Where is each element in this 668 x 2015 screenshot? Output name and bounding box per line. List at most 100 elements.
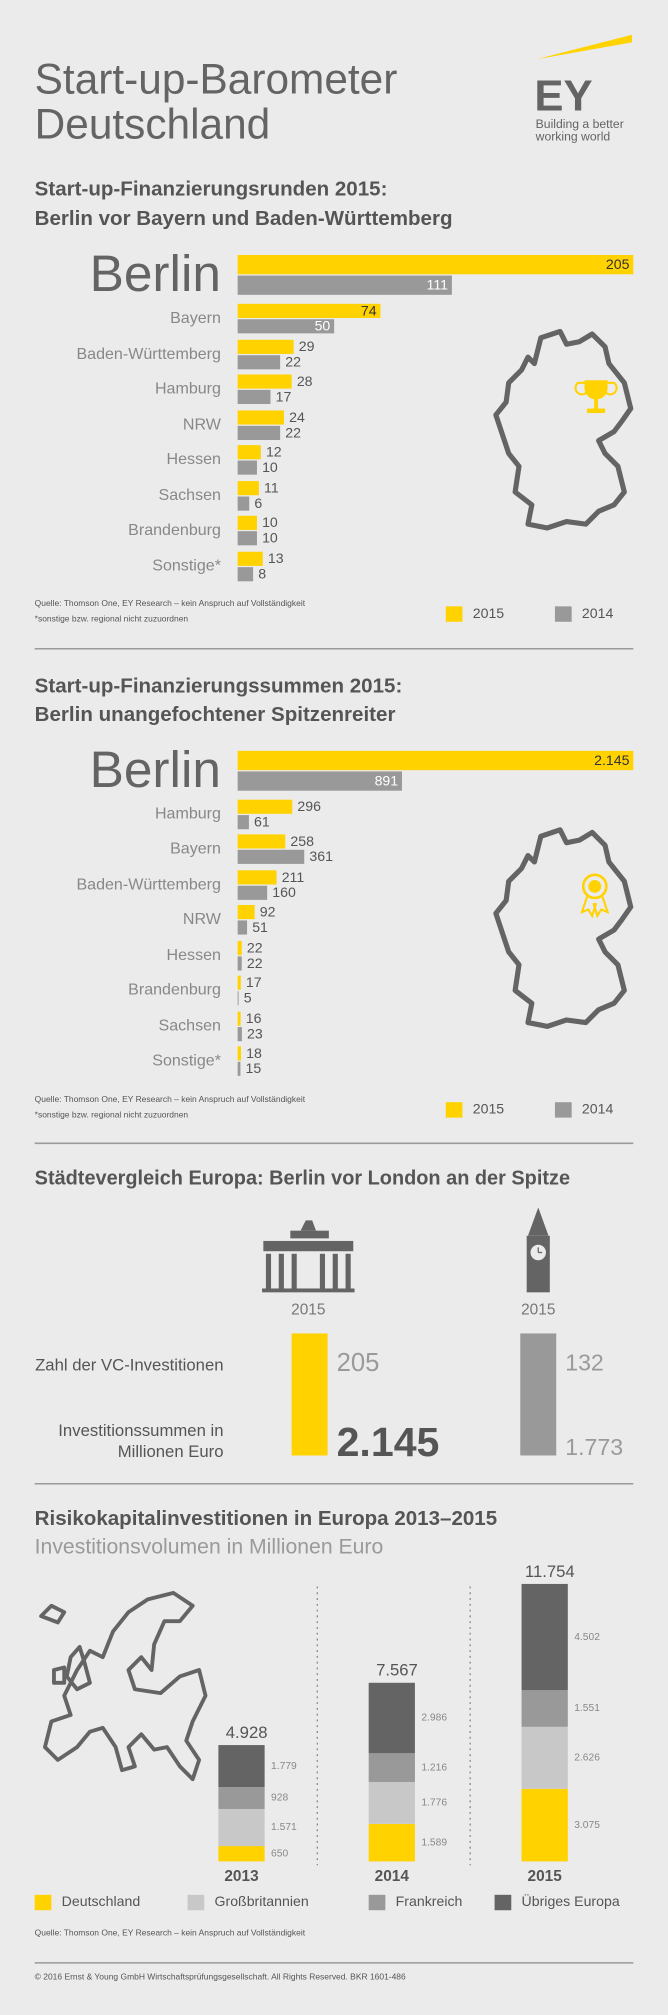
page-title: Deutschland xyxy=(35,100,271,147)
category-label: Sonstige* xyxy=(152,1051,221,1069)
legend-swatch xyxy=(554,606,572,622)
value-label: 10 xyxy=(262,514,278,530)
source: Quelle: Thomson One, EY Research – kein … xyxy=(35,1094,306,1104)
value-label: 13 xyxy=(268,550,284,566)
bar xyxy=(237,445,261,460)
total-label: 4.928 xyxy=(226,1723,268,1742)
x-tick-label: 2014 xyxy=(375,1868,410,1885)
value-label: 29 xyxy=(299,338,315,354)
bar xyxy=(237,303,381,318)
segment-label: 650 xyxy=(271,1848,288,1859)
value-label: 50 xyxy=(315,318,331,334)
bar-segment xyxy=(368,1682,415,1754)
tagline: working world xyxy=(535,130,611,144)
bar xyxy=(237,410,284,425)
bar-segment xyxy=(521,1788,568,1862)
category-box: Zahl der VC-Investitionen xyxy=(35,1355,224,1375)
value-label: 8 xyxy=(258,566,266,582)
legend-swatch xyxy=(494,1894,512,1911)
bar xyxy=(237,750,634,771)
bar xyxy=(237,815,249,830)
bar xyxy=(237,905,255,920)
bar xyxy=(237,374,292,389)
medal-icon xyxy=(580,873,610,919)
bar xyxy=(237,1061,241,1076)
bar-segment xyxy=(218,1846,265,1862)
bar xyxy=(237,834,286,849)
value-label: 6 xyxy=(254,495,262,511)
category-label: Sachsen xyxy=(159,486,221,504)
bar xyxy=(237,849,305,864)
legend-swatch xyxy=(187,1894,205,1911)
chart-title: Risikokapitalinvestitionen in Europa 201… xyxy=(35,1507,498,1530)
bar xyxy=(237,339,294,354)
legend-label: Übriges Europa xyxy=(522,1892,620,1909)
logo: EY xyxy=(534,71,592,120)
total-label: 11.754 xyxy=(525,1562,575,1581)
category-label: Zahl der VC-Investitionen xyxy=(35,1355,224,1375)
value-label: 22 xyxy=(247,955,263,971)
bar xyxy=(237,319,335,334)
category-label: NRW xyxy=(183,910,222,928)
legend-swatch xyxy=(34,1894,52,1911)
value-label: 11 xyxy=(264,480,279,496)
value-label: 74 xyxy=(361,302,377,318)
copyright: © 2016 Ernst & Young GmbH Wirtschaftsprü… xyxy=(35,1971,406,1981)
value-label: 17 xyxy=(276,388,292,404)
value-label: 22 xyxy=(247,939,263,955)
bar xyxy=(237,531,257,546)
chart-title: Städtevergleich Europa: Berlin vor Londo… xyxy=(35,1168,570,1190)
bar xyxy=(237,885,268,900)
value-label: 22 xyxy=(285,354,301,370)
segment-label: 2.626 xyxy=(574,1753,600,1764)
bar-segment xyxy=(218,1808,265,1847)
bar-segment xyxy=(368,1753,415,1782)
value-label: 16 xyxy=(246,1010,262,1026)
value-label: 2.145 xyxy=(594,752,629,768)
bar-segment xyxy=(368,1781,415,1824)
value-label: 160 xyxy=(272,884,296,900)
value-label: 5 xyxy=(244,990,252,1006)
value-label: 2.145 xyxy=(337,1419,440,1465)
bar-segment xyxy=(521,1726,568,1789)
tagline: Building a better xyxy=(536,117,624,131)
category-label: Bayern xyxy=(170,309,221,327)
page-title: Start-up-Barometer xyxy=(35,55,398,102)
bar-segment xyxy=(218,1745,265,1788)
chart-title: Start-up-Finanzierungssummen 2015: xyxy=(35,675,403,698)
bar xyxy=(237,920,248,935)
bar xyxy=(237,567,254,582)
legend-swatch xyxy=(368,1894,386,1911)
bar xyxy=(237,481,259,496)
bar xyxy=(237,1046,241,1061)
segment-label: 1.589 xyxy=(421,1837,447,1848)
legend-label: Großbritannien xyxy=(215,1893,309,1909)
value-label: 1.773 xyxy=(565,1434,623,1460)
category-label: Berlin xyxy=(90,740,221,798)
segment-label: 1.776 xyxy=(421,1798,447,1809)
bar xyxy=(237,870,277,885)
total-label: 7.567 xyxy=(376,1661,418,1680)
value-label: 28 xyxy=(297,373,313,389)
legend-label: Frankreich xyxy=(396,1893,463,1909)
footnote: *sonstige bzw. regional nicht zuzuordnen xyxy=(35,1109,189,1119)
value-label: 132 xyxy=(565,1349,604,1375)
source: Quelle: Thomson One, EY Research – kein … xyxy=(35,598,306,608)
bar xyxy=(237,255,634,275)
bar xyxy=(237,551,263,566)
bar-decoration xyxy=(520,1333,557,1456)
bar xyxy=(237,956,242,971)
bar xyxy=(237,940,242,956)
value-label: 10 xyxy=(262,459,278,475)
value-label: 111 xyxy=(427,277,449,293)
value-label: 15 xyxy=(246,1060,262,1076)
category-box: Investitionssummen in Millionen Euro xyxy=(58,1421,223,1461)
category-label: Baden-Württemberg xyxy=(76,875,221,893)
segment-label: 1.779 xyxy=(271,1761,297,1772)
bar xyxy=(237,1027,242,1042)
category-label: Hamburg xyxy=(155,805,221,823)
value-label: 92 xyxy=(260,903,276,919)
category-label: Bayern xyxy=(170,839,221,857)
legend-swatch xyxy=(445,1102,463,1118)
